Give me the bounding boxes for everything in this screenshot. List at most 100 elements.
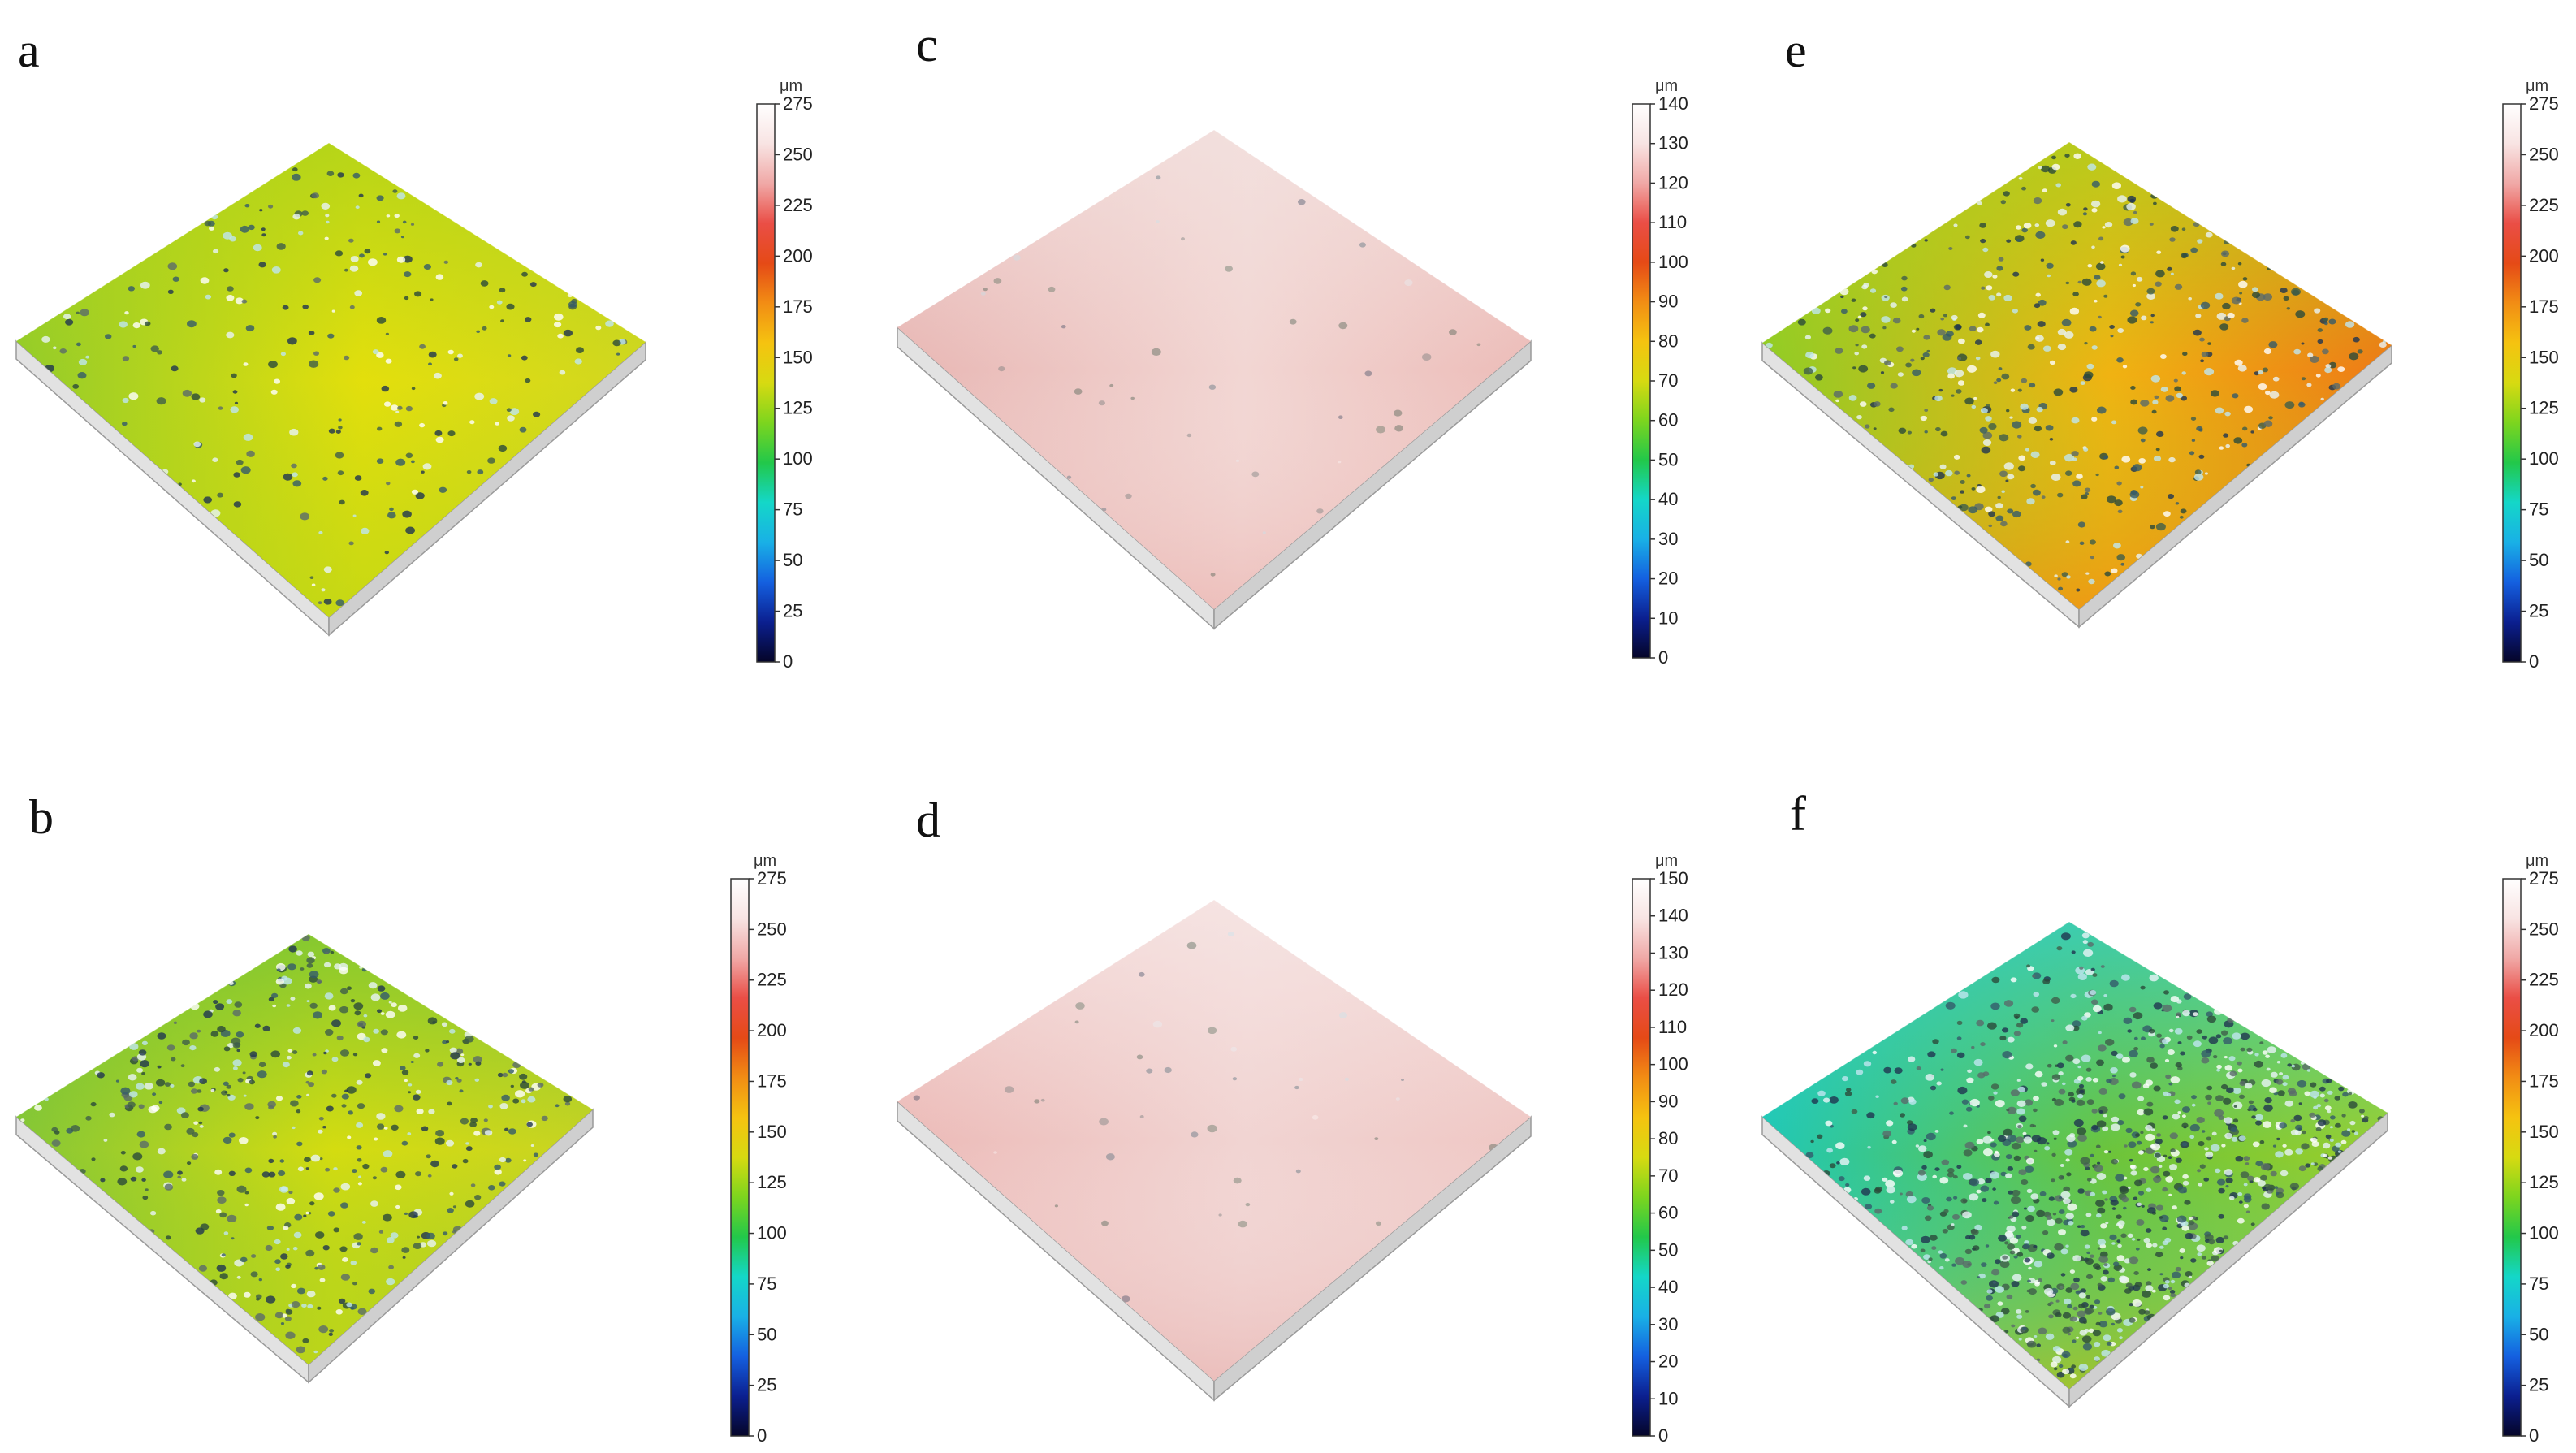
defect-mark [1965, 1235, 1971, 1239]
defect-mark [2198, 1141, 2205, 1147]
defect-mark [192, 1132, 199, 1138]
defect-mark [2329, 1139, 2334, 1142]
defect-mark [2133, 1179, 2143, 1187]
defect-mark [139, 1140, 149, 1148]
defect-mark [248, 224, 255, 231]
defect-mark [2204, 368, 2215, 376]
defect-mark [1955, 324, 1962, 330]
defect-mark [2159, 1216, 2163, 1219]
defect-mark [1963, 1173, 1973, 1180]
defect-mark [2153, 1085, 2161, 1092]
defect-mark [2133, 210, 2137, 214]
defect-mark [512, 1098, 520, 1104]
defect-mark [1885, 1179, 1895, 1187]
defect-mark [2010, 1196, 2021, 1204]
defect-mark [1996, 292, 2002, 297]
defect-mark [2268, 341, 2278, 348]
defect-mark [1976, 1139, 1984, 1145]
defect-mark [2146, 1101, 2154, 1107]
defect-mark [2191, 1095, 2197, 1100]
defect-mark [2038, 1327, 2047, 1335]
defect-mark [1208, 384, 1217, 390]
defect-mark [2092, 1330, 2102, 1337]
defect-mark [291, 1283, 297, 1289]
defect-mark [433, 372, 442, 379]
defect-mark [347, 1135, 352, 1139]
defect-mark [296, 1346, 305, 1354]
defect-mark [2196, 1117, 2205, 1123]
defect-mark [274, 378, 280, 384]
defect-mark [2239, 292, 2243, 295]
defect-mark [253, 244, 262, 252]
defect-mark [2306, 383, 2312, 387]
defect-mark [2172, 1271, 2181, 1279]
defect-mark [2145, 1079, 2154, 1086]
defect-mark [53, 346, 57, 350]
defect-mark [2072, 480, 2081, 487]
defect-mark [419, 422, 426, 428]
defect-mark [428, 351, 437, 358]
defect-mark [519, 1073, 528, 1080]
defect-mark [2060, 1191, 2071, 1199]
defect-mark [2290, 1129, 2299, 1136]
defect-mark [2262, 1121, 2272, 1128]
defect-mark [368, 982, 378, 989]
defect-mark [2165, 1176, 2174, 1183]
defect-mark [1858, 365, 1869, 373]
defect-mark [2084, 487, 2091, 493]
defect-mark [297, 1166, 304, 1172]
defect-mark [2029, 383, 2036, 388]
defect-mark [1191, 1131, 1199, 1138]
defect-mark [2177, 1186, 2187, 1194]
defect-mark [2051, 474, 2061, 481]
defect-mark [2137, 426, 2148, 435]
defect-mark [2098, 1110, 2103, 1114]
defect-mark [2072, 1339, 2077, 1343]
defect-mark [2015, 1235, 2021, 1239]
defect-mark [2223, 1235, 2229, 1240]
defect-mark [305, 1080, 310, 1084]
defect-mark [339, 1246, 348, 1252]
defect-mark [2238, 1200, 2243, 1204]
defect-mark [442, 1040, 447, 1044]
defect-mark [2079, 1089, 2085, 1094]
defect-mark [2190, 1258, 2197, 1263]
defect-mark [2127, 1186, 2131, 1190]
defect-mark [1993, 381, 1998, 385]
defect-mark [425, 1049, 430, 1053]
defect-mark [1233, 1177, 1242, 1184]
defect-mark [1917, 1173, 1927, 1182]
defect-mark [2005, 479, 2009, 482]
defect-mark [368, 258, 378, 266]
defect-mark [1863, 1061, 1872, 1067]
defect-mark [278, 1170, 286, 1176]
defect-mark [198, 1265, 207, 1272]
defect-mark [1936, 1081, 1942, 1086]
defect-mark [1105, 1153, 1115, 1161]
defect-mark [1156, 175, 1161, 180]
defect-mark [1986, 285, 1993, 291]
defect-mark [140, 281, 150, 289]
defect-mark [119, 321, 128, 328]
defect-mark [2287, 1088, 2297, 1095]
defect-mark [261, 233, 266, 237]
defect-mark [2117, 1243, 2122, 1248]
defect-mark [218, 406, 223, 410]
defect-mark [2031, 1006, 2040, 1013]
defect-mark [244, 204, 250, 208]
defect-mark [1316, 508, 1324, 514]
defect-mark [2097, 1282, 2103, 1287]
defect-mark [122, 397, 129, 404]
defect-mark [313, 277, 322, 283]
defect-mark [1986, 1289, 1993, 1294]
colorbar-tick-label: 0 [757, 1425, 767, 1446]
defect-mark [191, 1088, 198, 1094]
defect-mark [1869, 333, 1876, 339]
defect-mark [140, 1060, 150, 1068]
defect-mark [2250, 430, 2254, 434]
defect-mark [2025, 561, 2032, 567]
defect-mark [1840, 295, 1844, 299]
defect-mark [2146, 288, 2155, 295]
defect-mark [361, 527, 370, 534]
defect-mark [2085, 572, 2090, 575]
